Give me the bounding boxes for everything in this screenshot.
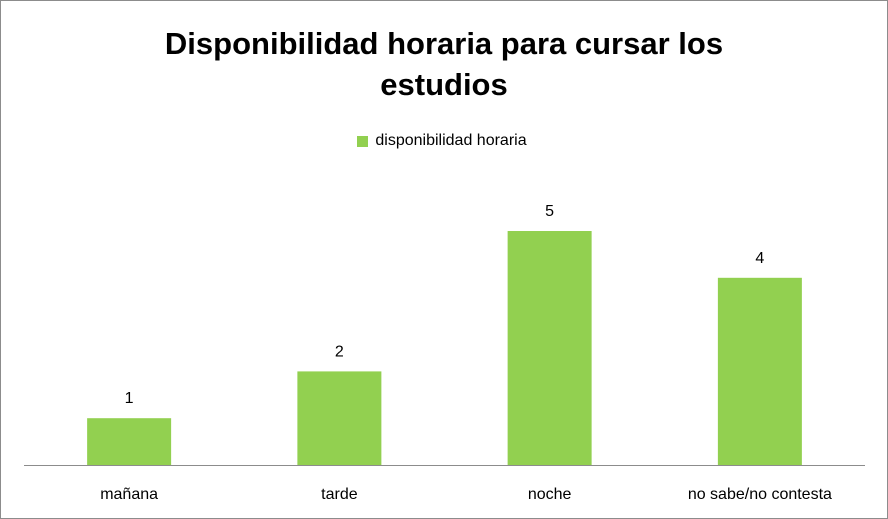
bar-0 bbox=[87, 418, 172, 465]
chart-title-line-1: Disponibilidad horaria para cursar los bbox=[164, 26, 724, 61]
bar-3 bbox=[717, 277, 802, 465]
bar-2 bbox=[507, 231, 592, 465]
data-label-1: 2 bbox=[335, 343, 344, 360]
bar-1 bbox=[297, 371, 382, 465]
category-label-1: tarde bbox=[321, 486, 358, 503]
chart-title: Disponibilidad horaria para cursar los e… bbox=[1, 23, 887, 105]
category-label-3: no sabe/no contesta bbox=[688, 486, 832, 503]
legend-swatch bbox=[357, 135, 369, 147]
data-label-0: 1 bbox=[125, 390, 134, 407]
legend-label: disponibilidad horaria bbox=[375, 132, 527, 149]
data-label-3: 4 bbox=[755, 250, 764, 267]
legend: disponibilidad horaria bbox=[1, 132, 887, 150]
chart-title-line-2: estudios bbox=[380, 67, 508, 102]
category-label-0: mañana bbox=[100, 486, 158, 503]
data-label-2: 5 bbox=[545, 203, 554, 220]
category-label-2: noche bbox=[528, 486, 572, 503]
